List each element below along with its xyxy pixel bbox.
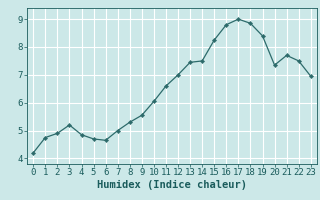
X-axis label: Humidex (Indice chaleur): Humidex (Indice chaleur) <box>97 180 247 190</box>
